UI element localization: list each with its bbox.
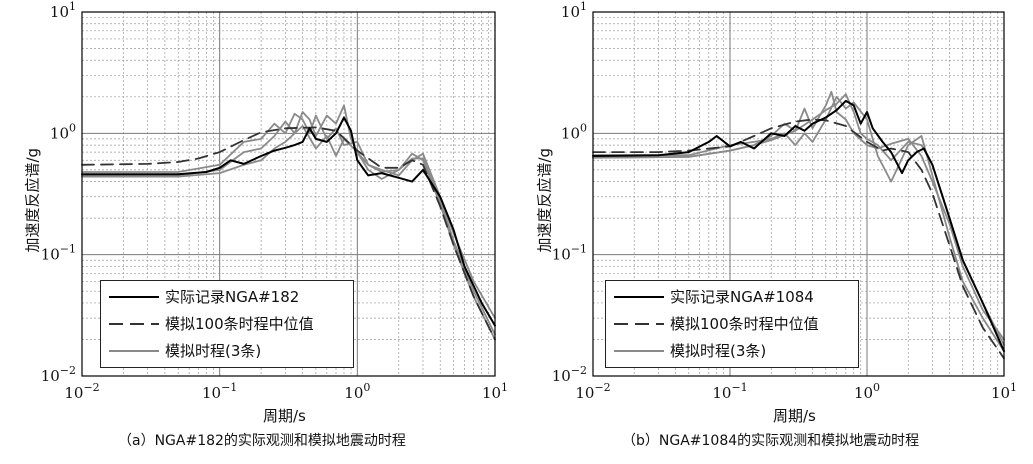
x-tick-label: 101	[482, 381, 508, 402]
series-median-line	[81, 126, 496, 341]
legend-swatch	[109, 296, 159, 298]
series-recorded-line	[81, 116, 496, 327]
panel-caption: （a）NGA#182的实际观测和模拟地震动时程	[118, 433, 406, 449]
x-tick-label: 10−2	[575, 381, 610, 402]
legend-item-simulated: 模拟时程(3条)	[101, 340, 351, 362]
legend-item-simulated: 模拟时程(3条)	[606, 340, 856, 362]
legend-swatch	[614, 350, 664, 352]
legend-label: 实际记录NGA#1084	[670, 288, 814, 306]
series-simulated-line-2	[592, 95, 1005, 353]
x-tick-label: 10−2	[64, 381, 99, 402]
legend-item-recorded: 实际记录NGA#1084	[606, 286, 856, 308]
legend-swatch	[109, 323, 159, 325]
y-axis-title: 加速度反应谱/g	[535, 147, 554, 253]
x-axis-title: 周期/s	[263, 407, 306, 425]
x-tick-label: 100	[344, 381, 370, 402]
series-recorded-line	[592, 99, 1005, 353]
x-tick-label: 10−1	[712, 381, 747, 402]
y-tick-label: 10−2	[41, 364, 76, 385]
y-tick-label: 100	[50, 121, 76, 142]
y-tick-label: 101	[50, 0, 76, 21]
legend-label: 实际记录NGA#182	[165, 288, 300, 306]
legend-label: 模拟100条时程中位值	[670, 315, 819, 333]
series-simulated-line-2	[81, 104, 496, 336]
legend-swatch	[614, 323, 664, 325]
panel-caption: （b）NGA#1084的实际观测和模拟地震动时程	[622, 433, 920, 449]
legend: 实际记录NGA#182 模拟100条时程中位值 模拟时程(3条)	[100, 280, 354, 368]
legend-label: 模拟100条时程中位值	[165, 315, 314, 333]
y-tick-label: 10−1	[552, 243, 587, 264]
x-axis-title: 周期/s	[773, 407, 816, 425]
legend-swatch	[614, 296, 664, 298]
legend-swatch	[109, 350, 159, 352]
y-axis-title: 加速度反应谱/g	[23, 147, 42, 253]
x-tick-label: 100	[854, 381, 880, 402]
legend: 实际记录NGA#1084 模拟100条时程中位值 模拟时程(3条)	[605, 280, 859, 368]
y-tick-label: 10−2	[552, 364, 587, 385]
y-tick-label: 10−1	[41, 243, 76, 264]
legend-label: 模拟时程(3条)	[670, 342, 767, 360]
series-simulated-line-1	[81, 112, 496, 320]
x-tick-label: 10−1	[202, 381, 237, 402]
y-tick-label: 101	[561, 0, 587, 21]
x-tick-label: 101	[991, 381, 1017, 402]
legend-label: 模拟时程(3条)	[165, 342, 262, 360]
legend-item-median: 模拟100条时程中位值	[101, 313, 351, 335]
plot-frame	[592, 11, 1005, 377]
legend-item-recorded: 实际记录NGA#182	[101, 286, 351, 308]
plot-frame	[81, 11, 496, 377]
y-tick-label: 100	[561, 121, 587, 142]
legend-item-median: 模拟100条时程中位值	[606, 313, 856, 335]
